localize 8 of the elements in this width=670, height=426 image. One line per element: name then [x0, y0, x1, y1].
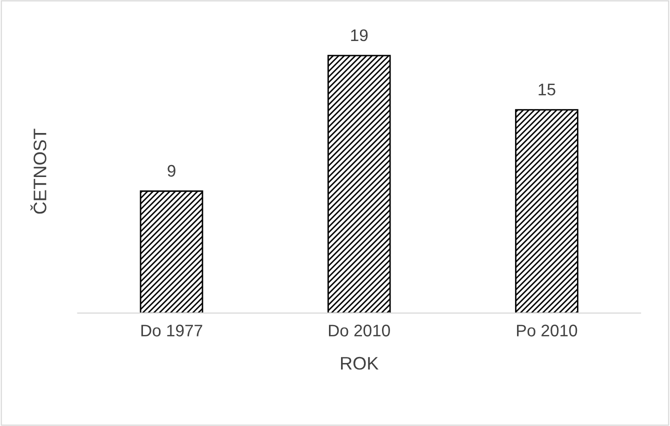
x-axis-title: ROK	[341, 356, 378, 370]
x-tick-label: Po 2010	[517, 324, 578, 336]
y-axis-title: ČETNOST	[30, 128, 46, 214]
data-label: 9	[168, 164, 176, 177]
x-tick-label: Do 2010	[328, 324, 390, 336]
data-label: 15	[538, 84, 556, 96]
x-tick-label: Do 1977	[141, 324, 202, 336]
data-label: 19	[351, 29, 368, 42]
